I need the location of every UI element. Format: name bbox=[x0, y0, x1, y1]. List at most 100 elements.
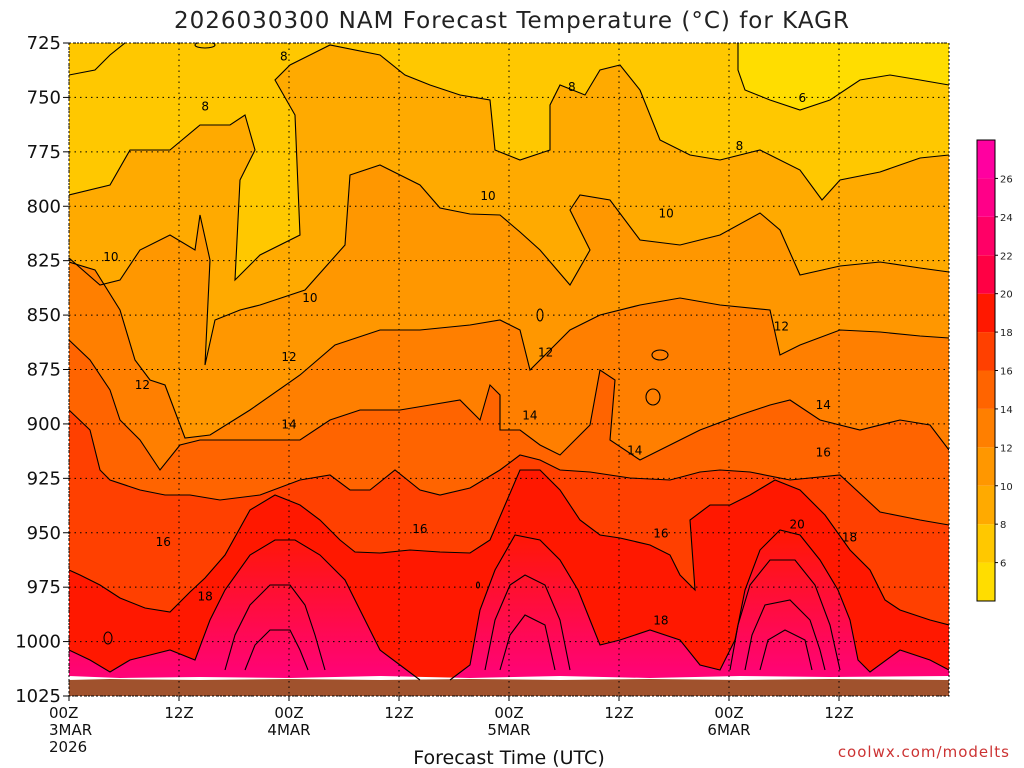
colorbar-tick-8: 8 bbox=[1000, 520, 1006, 531]
contour-8-top bbox=[69, 43, 126, 76]
colorbar-tick-16: 16 bbox=[1000, 367, 1013, 378]
x-tick-date-2: 4MAR bbox=[267, 721, 310, 739]
contour-label-15: 14 bbox=[627, 444, 642, 458]
contour-label-18: 16 bbox=[412, 522, 427, 536]
colorbar-bin-10 bbox=[977, 447, 995, 486]
contour-label-23: 18 bbox=[842, 531, 857, 545]
colorbar-tick-10: 10 bbox=[1000, 482, 1013, 493]
contour-label-24: 20 bbox=[789, 518, 804, 532]
contour-blob-6 bbox=[194, 43, 216, 49]
contour-label-3: 8 bbox=[736, 139, 744, 153]
contour-label-8: 10 bbox=[659, 206, 674, 220]
y-tick-label-1000: 1000 bbox=[15, 632, 61, 653]
contour-18 bbox=[69, 539, 421, 681]
contour-label-6: 10 bbox=[302, 291, 317, 305]
x-tick-label-3: 12Z bbox=[384, 704, 413, 722]
y-axis: 725 750 775 800 825 850 875 900 925 950 975 1000 102… bbox=[15, 33, 69, 707]
colorbar-tick-12: 12 bbox=[1000, 443, 1013, 454]
colorbar: 6 8 10 12 14 16 18 20 22 24 26 bbox=[976, 139, 1013, 602]
x-tick-label-4: 00Z bbox=[494, 704, 523, 722]
x-tick-year-0: 2026 bbox=[49, 738, 87, 756]
colorbar-tick-20: 20 bbox=[1000, 290, 1013, 301]
contour-label-4: 6 bbox=[799, 91, 807, 105]
colorbar-bin-16 bbox=[977, 332, 995, 371]
y-tick-label-975: 975 bbox=[27, 577, 61, 598]
contour-label-22: 18 bbox=[653, 613, 668, 627]
contour-label-21: 18 bbox=[198, 589, 213, 603]
y-tick-label-850: 850 bbox=[27, 305, 61, 326]
contour-lines bbox=[69, 43, 949, 681]
contour-label-1: 8 bbox=[201, 100, 209, 114]
y-tick-label-1025: 1025 bbox=[15, 686, 61, 707]
chart-title: 2026030300 NAM Forecast Temperature (°C)… bbox=[174, 8, 850, 34]
contour-blob-2 bbox=[651, 349, 669, 361]
contour-22a bbox=[244, 629, 309, 671]
colorbar-bin-24 bbox=[977, 178, 995, 217]
contour-16 bbox=[69, 469, 949, 626]
colorbar-tick-26: 26 bbox=[1000, 174, 1013, 185]
colorbar-bin-8 bbox=[977, 485, 995, 525]
contour-20c bbox=[729, 559, 841, 671]
contour-blob-4 bbox=[103, 631, 113, 645]
contour-label-7: 10 bbox=[480, 189, 495, 203]
contour-20b bbox=[484, 574, 571, 671]
colorbar-bin-6 bbox=[977, 524, 995, 563]
contour-14 bbox=[69, 409, 949, 526]
y-tick-label-875: 875 bbox=[27, 360, 61, 381]
contour-label-9: 12 bbox=[135, 378, 150, 392]
contour-label-17: 16 bbox=[156, 535, 171, 549]
contour-label-16: 14 bbox=[816, 398, 831, 412]
contour-label-14: 14 bbox=[522, 409, 537, 423]
contour-24c bbox=[759, 629, 813, 671]
contour-label-12: 12 bbox=[774, 319, 789, 333]
band-4-6 bbox=[738, 43, 949, 110]
x-axis-label: Forecast Time (UTC) bbox=[413, 747, 604, 768]
contour-13 bbox=[69, 339, 949, 471]
colorbar-tick-14: 14 bbox=[1000, 405, 1013, 416]
x-tick-date-0: 3MAR bbox=[49, 721, 92, 739]
colorbar-bin-20 bbox=[977, 255, 995, 294]
x-tick-label-1: 12Z bbox=[164, 704, 193, 722]
contour-22b bbox=[499, 614, 556, 671]
colorbar-bin-22 bbox=[977, 216, 995, 256]
x-tick-date-4: 5MAR bbox=[487, 721, 530, 739]
y-tick-label-925: 925 bbox=[27, 468, 61, 489]
x-tick-label-6: 00Z bbox=[714, 704, 743, 722]
contour-12 bbox=[69, 261, 949, 439]
colorbar-bin-26 bbox=[977, 140, 995, 179]
colorbar-tick-6: 6 bbox=[1000, 559, 1006, 570]
contour-labels: 8 8 8 8 6 10 10 10 10 12 12 12 12 14 14 14 14 16 16 16 16 18 1… bbox=[103, 50, 857, 628]
x-tick-label-0: 00Z bbox=[49, 704, 78, 722]
x-tick-date-6: 6MAR bbox=[707, 721, 750, 739]
colorbar-tick-18: 18 bbox=[1000, 328, 1013, 339]
y-tick-label-775: 775 bbox=[27, 142, 61, 163]
colorbar-bin-18 bbox=[977, 293, 995, 333]
contour-8 bbox=[69, 44, 949, 282]
contour-22c bbox=[744, 599, 826, 671]
y-tick-label-750: 750 bbox=[27, 87, 61, 108]
colorbar-bin-4 bbox=[977, 562, 995, 601]
x-tick-label-2: 00Z bbox=[274, 704, 303, 722]
contour-label-19: 16 bbox=[653, 526, 668, 540]
contour-label-5: 10 bbox=[103, 250, 118, 264]
y-tick-label-900: 900 bbox=[27, 414, 61, 435]
contour-18b bbox=[449, 529, 949, 681]
credit-text: coolwx.com/modelts bbox=[838, 743, 1010, 761]
contour-blob-3 bbox=[645, 388, 661, 406]
contour-label-13: 14 bbox=[281, 417, 296, 431]
colorbar-tick-22: 22 bbox=[1000, 251, 1013, 262]
colorbar-bin-14 bbox=[977, 370, 995, 409]
band-6-8 bbox=[69, 43, 949, 280]
contour-label-0: 8 bbox=[280, 50, 288, 64]
x-tick-label-7: 12Z bbox=[824, 704, 853, 722]
contour-label-2: 8 bbox=[568, 80, 576, 94]
y-tick-label-725: 725 bbox=[27, 33, 61, 54]
contour-label-11: 12 bbox=[538, 346, 553, 360]
contour-6 bbox=[737, 43, 949, 111]
y-tick-label-825: 825 bbox=[27, 251, 61, 272]
contour-20a bbox=[224, 584, 326, 671]
contour-label-20: 16 bbox=[816, 446, 831, 460]
contour-blob-5 bbox=[475, 581, 481, 589]
